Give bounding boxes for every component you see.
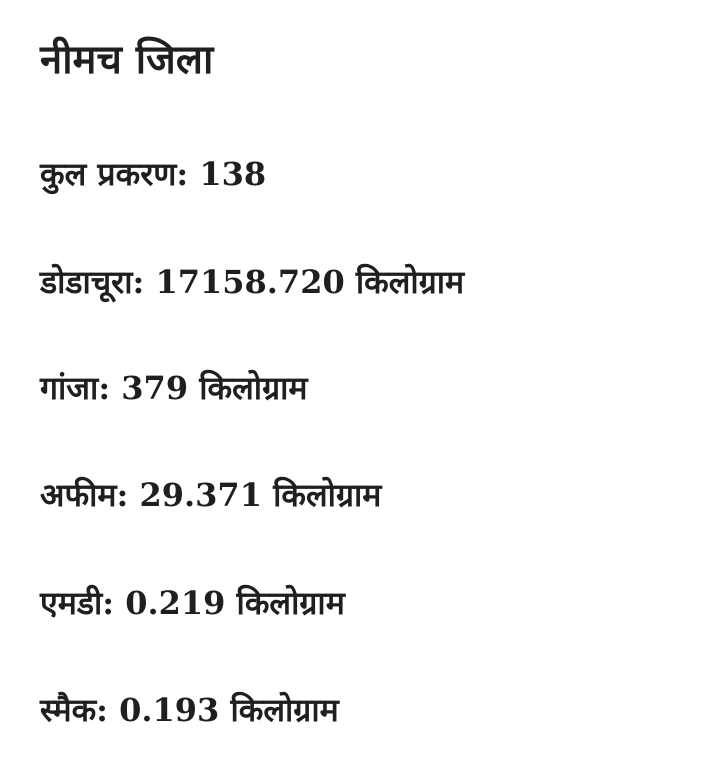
smack-quantity: स्मैक: 0.193 किलोग्राम: [40, 691, 339, 729]
doda-chura-quantity: डोडाचूरा: 17158.720 किलोग्राम: [40, 263, 465, 301]
page-title: नीमच जिला: [40, 36, 214, 83]
md-quantity: एमडी: 0.219 किलोग्राम: [40, 584, 345, 622]
afeem-quantity: अफीम: 29.371 किलोग्राम: [40, 476, 382, 514]
total-cases: कुल प्रकरण: 138: [40, 155, 267, 193]
ganja-quantity: गांजा: 379 किलोग्राम: [40, 369, 308, 407]
